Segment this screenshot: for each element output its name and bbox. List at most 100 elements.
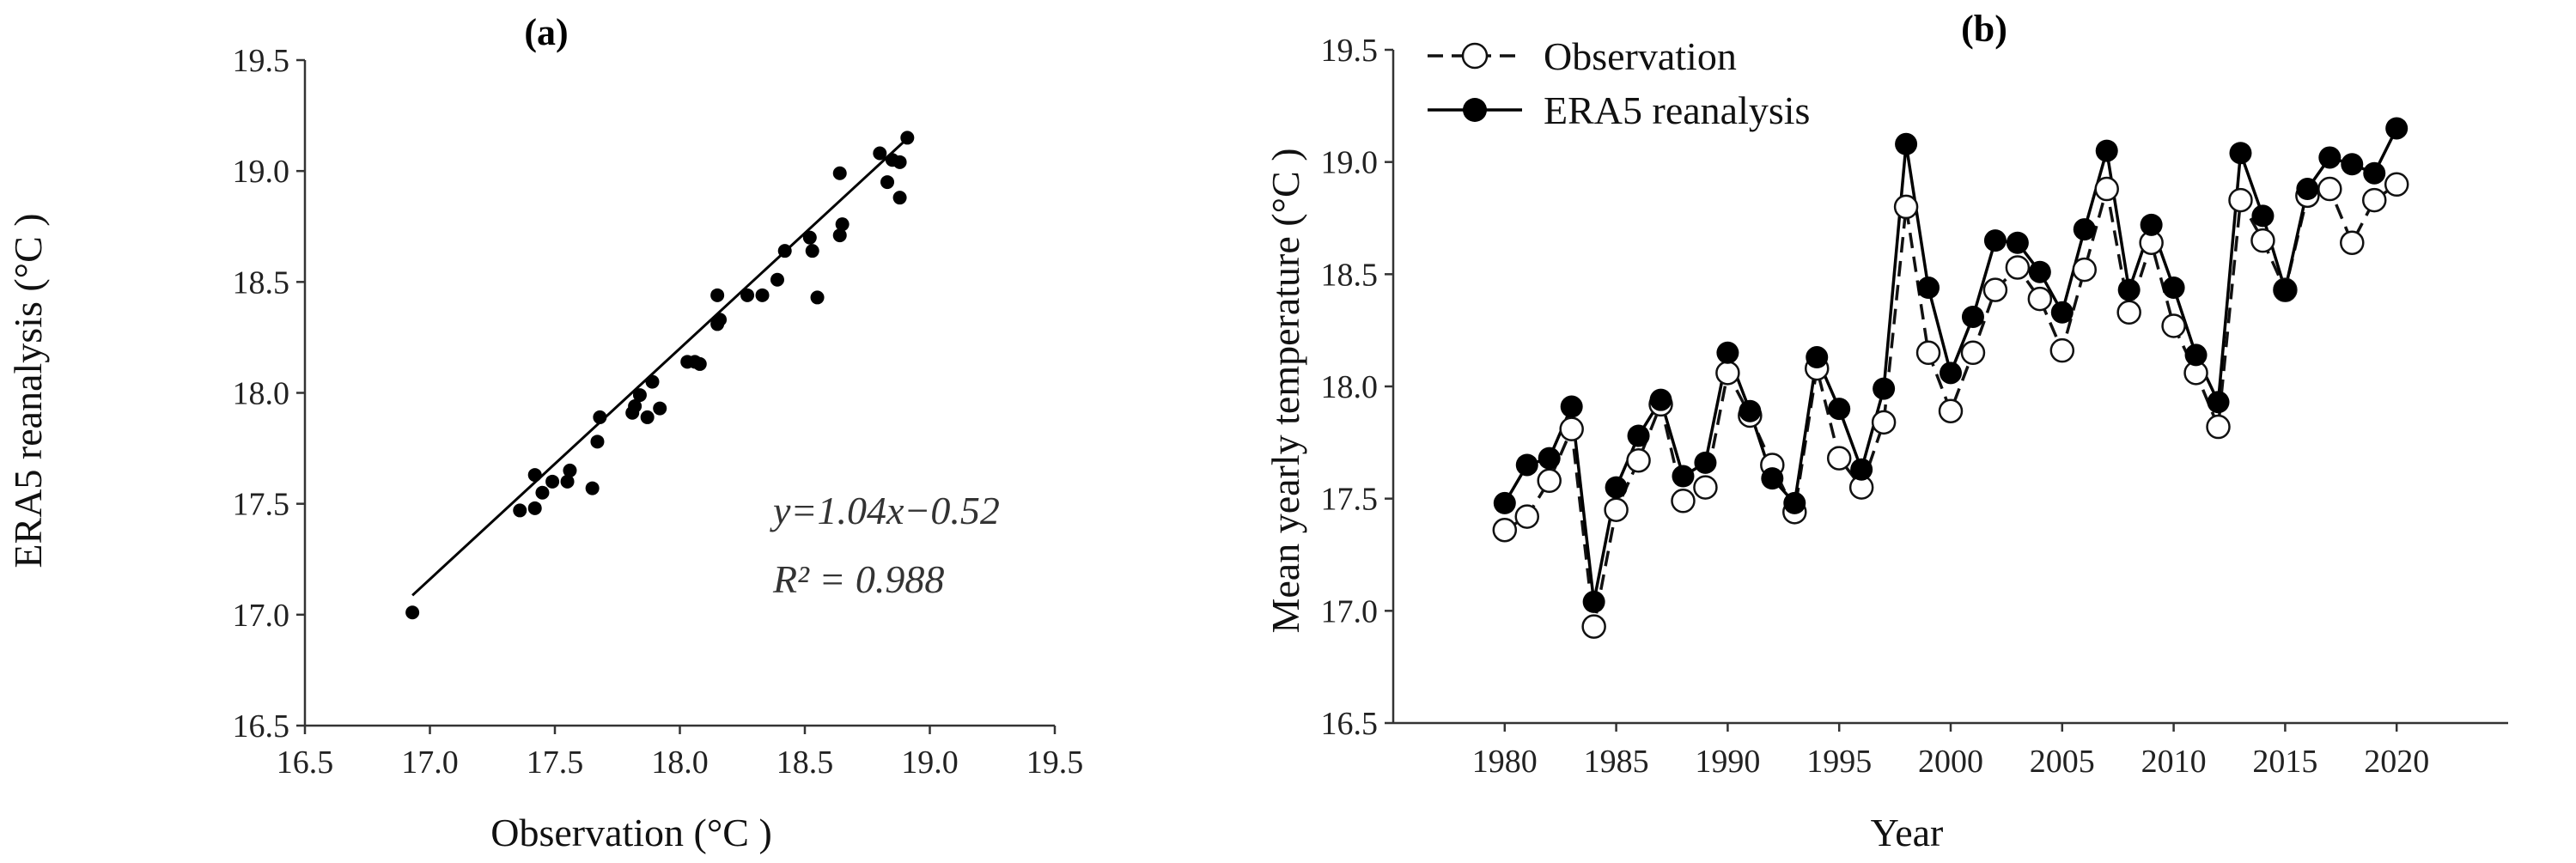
panel-a-y-axis-label: ERA5 reanalysis (°C ) [6, 213, 50, 568]
line-panel: (b) 16.517.017.518.018.519.019.5 1980 198… [1264, 8, 2508, 854]
y-tick-label: 19.5 [233, 43, 290, 79]
y-tick-label: 18.5 [233, 264, 290, 301]
scatter-point [560, 474, 575, 489]
panel-b-axes [1392, 50, 2508, 725]
observation-point [2206, 414, 2231, 440]
observation-point [2317, 176, 2342, 202]
x-tick-label: 1985 [1584, 744, 1649, 780]
scatter-point [527, 501, 542, 515]
x-tick-label: 2010 [2141, 744, 2207, 780]
y-tick-label: 18.0 [1321, 369, 1379, 405]
observation-point [1938, 398, 1964, 423]
y-tick-label: 19.0 [233, 154, 290, 190]
y-tick-label: 17.5 [233, 487, 290, 523]
era5-point [1806, 346, 1829, 369]
era5-point [1873, 377, 1896, 400]
y-tick-label: 16.5 [233, 708, 290, 744]
x-tick-label: 1995 [1806, 744, 1872, 780]
y-tick-label: 17.0 [1321, 593, 1379, 629]
panel-a-y-ticks: 16.5 17.0 17.5 18.0 18.5 19.0 19.5 [233, 43, 305, 744]
x-tick-label: 16.5 [277, 744, 334, 781]
era5-point [2229, 142, 2252, 165]
x-tick-label: 2015 [2252, 744, 2317, 780]
scatter-point [873, 146, 887, 161]
panel-b-x-ticks: 1980 1985 1990 1995 2000 2005 2010 2015 2020 [1472, 723, 2429, 780]
observation-point [1604, 497, 1629, 522]
observation-point [2027, 286, 2053, 312]
era5-point [2385, 117, 2409, 140]
observation-point [1826, 446, 1852, 471]
observation-point [1671, 489, 1696, 514]
observation-point [2072, 257, 2098, 283]
era5-point [1828, 398, 1851, 421]
observation-point [1982, 277, 2008, 302]
observation-point [1960, 340, 1986, 366]
era5-point [2117, 278, 2141, 301]
scatter-points [405, 131, 915, 620]
x-tick-label: 2020 [2364, 744, 2429, 780]
era5-point [1917, 277, 1940, 300]
observation-point [1693, 475, 1718, 500]
panel-b-title: (b) [1961, 8, 2007, 50]
y-tick-label: 17.5 [1321, 482, 1379, 518]
legend-observation-marker [1461, 42, 1489, 70]
era5-point [1627, 424, 1650, 447]
scatter-point [755, 288, 770, 302]
era5-point [1850, 458, 1873, 481]
era5-point [1605, 476, 1628, 499]
scatter-point [740, 288, 755, 302]
scatter-point [810, 290, 825, 305]
regression-equation: y=1.04x−0.52 [770, 489, 1000, 532]
era5-point [2341, 153, 2364, 176]
scatter-point [805, 244, 819, 258]
scatter-point [653, 401, 667, 416]
era5-point [1761, 467, 1784, 490]
scatter-point [640, 410, 655, 424]
scatter-point [802, 230, 817, 245]
scatter-point [713, 313, 728, 327]
era5-point [2050, 301, 2074, 324]
observation-point [1893, 194, 1919, 220]
era5-point [1895, 132, 1918, 155]
panel-a-title: (a) [524, 11, 568, 53]
scatter-point [645, 374, 660, 389]
y-tick-label: 18.0 [233, 376, 290, 412]
observation-point [1581, 614, 1606, 639]
x-tick-label: 2005 [2030, 744, 2095, 780]
era5-point [1940, 362, 1962, 385]
observation-point [1537, 468, 1562, 494]
era5-point [1716, 341, 1739, 364]
era5-point [2184, 343, 2208, 367]
observation-point [2340, 230, 2365, 255]
legend-era5-marker [1463, 98, 1487, 122]
era5-point [1538, 447, 1561, 470]
scatter-panel: (a) 16.5 17.0 17.5 18.0 18.5 19.0 19.5 16.5 17.… [6, 11, 1083, 854]
observation-point [2005, 255, 2031, 280]
panel-a-x-axis-label: Observation (°C ) [490, 811, 772, 854]
regression-line [411, 139, 906, 597]
x-tick-label: 18.0 [651, 744, 709, 781]
era5-point [1493, 491, 1516, 514]
scatter-point [900, 131, 915, 145]
scatter-point [590, 435, 605, 449]
era5-point [1961, 305, 1984, 328]
x-tick-label: 1990 [1695, 744, 1760, 780]
observation-point [2049, 337, 2075, 363]
panel-a-axes [303, 60, 1055, 727]
scatter-point [585, 481, 600, 495]
observation-point [1871, 410, 1897, 435]
observation-point [1514, 504, 1540, 529]
era5-point [1560, 395, 1583, 418]
era5-point [2073, 218, 2096, 241]
scatter-point [628, 399, 642, 413]
scatter-point [593, 410, 607, 424]
scatter-point [405, 605, 420, 620]
y-tick-label: 16.5 [1321, 706, 1379, 742]
scatter-point [535, 485, 550, 500]
legend-era5-label: ERA5 reanalysis [1544, 88, 1810, 132]
scatter-point [835, 217, 850, 232]
y-tick-label: 18.5 [1321, 257, 1379, 293]
x-tick-label: 17.0 [401, 744, 459, 781]
era5-point [2207, 391, 2230, 414]
x-tick-label: 19.0 [901, 744, 959, 781]
